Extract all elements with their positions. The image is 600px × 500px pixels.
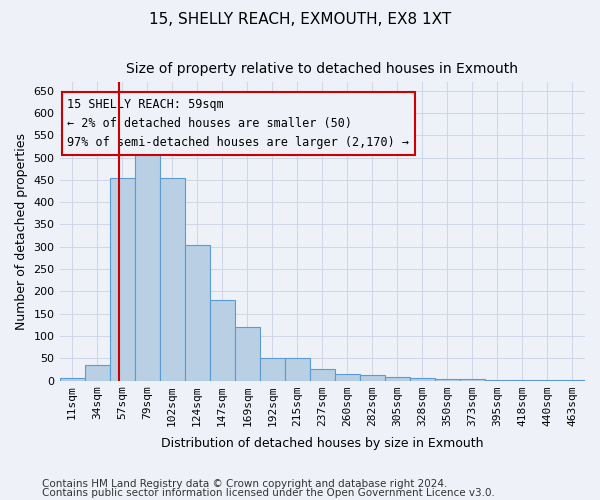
Bar xyxy=(385,377,410,380)
Bar xyxy=(285,358,310,380)
Bar xyxy=(160,178,185,380)
Bar xyxy=(360,375,385,380)
Text: 15, SHELLY REACH, EXMOUTH, EX8 1XT: 15, SHELLY REACH, EXMOUTH, EX8 1XT xyxy=(149,12,451,28)
Bar xyxy=(335,374,360,380)
Bar xyxy=(110,178,134,380)
Bar xyxy=(310,370,335,380)
Bar xyxy=(185,244,209,380)
Bar xyxy=(235,327,260,380)
Bar xyxy=(260,358,285,380)
X-axis label: Distribution of detached houses by size in Exmouth: Distribution of detached houses by size … xyxy=(161,437,484,450)
Bar xyxy=(134,151,160,380)
Text: Contains public sector information licensed under the Open Government Licence v3: Contains public sector information licen… xyxy=(42,488,495,498)
Title: Size of property relative to detached houses in Exmouth: Size of property relative to detached ho… xyxy=(126,62,518,76)
Text: Contains HM Land Registry data © Crown copyright and database right 2024.: Contains HM Land Registry data © Crown c… xyxy=(42,479,448,489)
Bar xyxy=(59,378,85,380)
Text: 15 SHELLY REACH: 59sqm
← 2% of detached houses are smaller (50)
97% of semi-deta: 15 SHELLY REACH: 59sqm ← 2% of detached … xyxy=(67,98,409,150)
Bar xyxy=(410,378,435,380)
Bar xyxy=(85,365,110,380)
Bar xyxy=(209,300,235,380)
Bar xyxy=(460,379,485,380)
Y-axis label: Number of detached properties: Number of detached properties xyxy=(15,132,28,330)
Bar xyxy=(435,378,460,380)
